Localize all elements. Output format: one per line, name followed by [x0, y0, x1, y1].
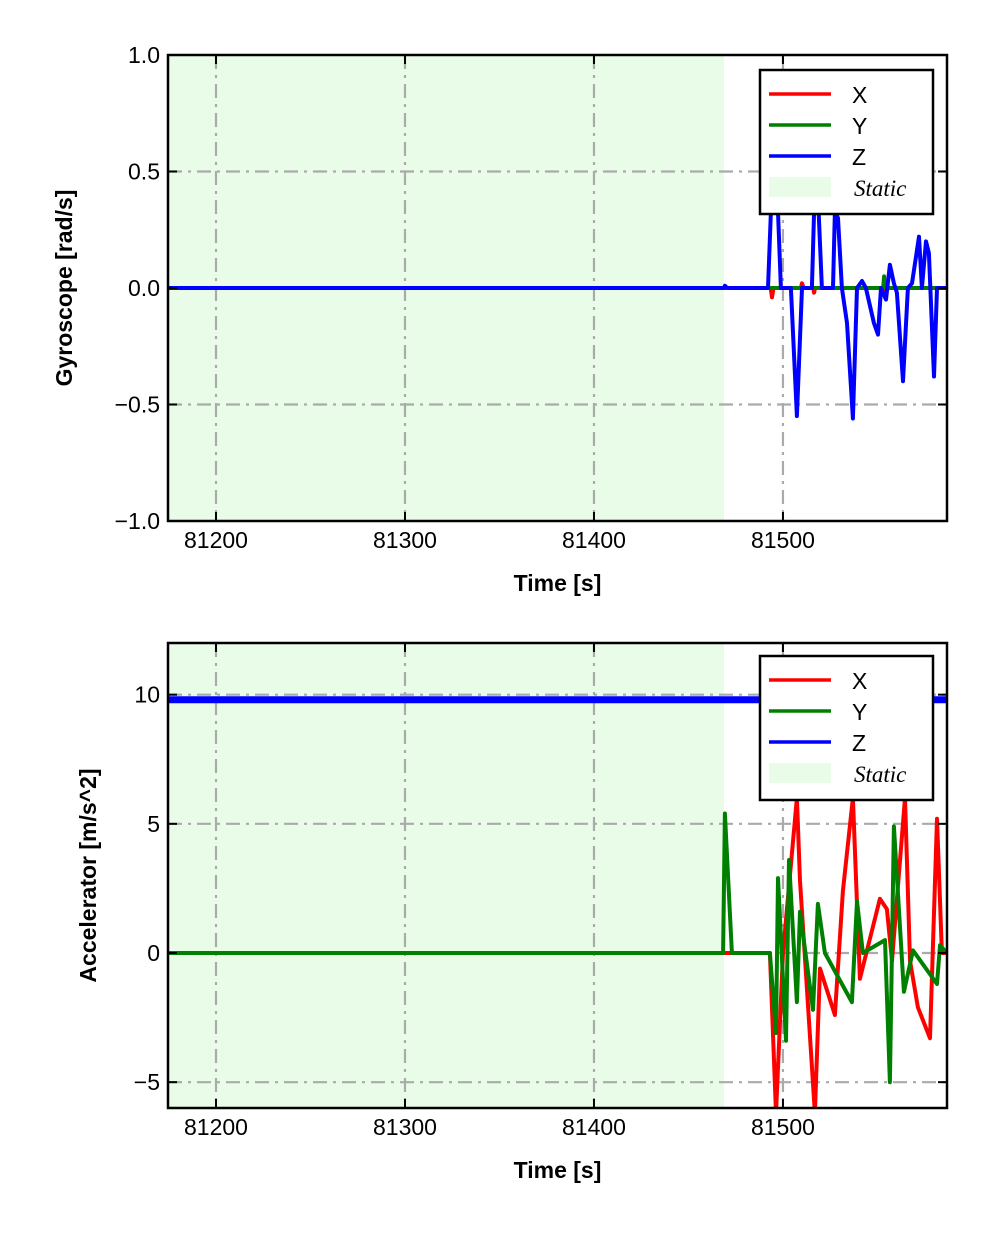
y-axis-label: Gyroscope [rad/s]: [51, 190, 77, 387]
series-line-z: [168, 181, 947, 421]
x-tick-label: 81400: [562, 1114, 626, 1140]
subplot-2: 81200 81300 81400 81500 −5 0 5 10 Time [s] Accele…: [75, 641, 949, 1183]
x-tick-label: 81300: [373, 1114, 437, 1140]
legend: XYZ Static: [758, 68, 935, 216]
y-tick-label: 0.5: [128, 159, 160, 185]
x-tick-label: 81500: [751, 1114, 815, 1140]
y-tick-label: 5: [147, 811, 160, 837]
axes-frame: [166, 641, 949, 1110]
series-line-y: [168, 811, 947, 1085]
legend-label-y: Y: [852, 699, 867, 725]
y-tick-label: −0.5: [115, 392, 160, 418]
x-tick-label: 81500: [751, 527, 815, 553]
legend: XYZ Static: [758, 654, 935, 802]
legend-label-static: Static: [854, 762, 906, 787]
legend-label-z: Z: [852, 144, 866, 170]
legend-swatch-static: [769, 177, 831, 197]
y-axis-label: Accelerator [m/s^2]: [75, 768, 101, 982]
x-axis-label: Time [s]: [514, 1157, 602, 1183]
static-region: [168, 643, 724, 1108]
y-tick-label: −1.0: [115, 508, 160, 534]
x-tick-label: 81200: [184, 527, 248, 553]
x-axis-label: Time [s]: [514, 570, 602, 596]
legend-label-y: Y: [852, 113, 867, 139]
y-tick-label: 1.0: [128, 42, 160, 68]
x-tick-label: 81400: [562, 527, 626, 553]
y-tick-label: −5: [134, 1069, 160, 1095]
subplot-1: 81200 81300 81400 81500 −1.0 −0.5 0.0 0.5 1.0 Tim…: [51, 42, 949, 596]
legend-label-z: Z: [852, 730, 866, 756]
x-tick-label: 81300: [373, 527, 437, 553]
series-group: [168, 181, 947, 421]
legend-label-x: X: [852, 82, 867, 108]
legend-swatch-static: [769, 763, 831, 783]
x-tick-label: 81200: [184, 1114, 248, 1140]
y-tick-label: 0: [147, 940, 160, 966]
y-tick-label: 0.0: [128, 275, 160, 301]
legend-label-x: X: [852, 668, 867, 694]
y-tick-label: 10: [134, 682, 160, 708]
legend-label-static: Static: [854, 176, 906, 201]
